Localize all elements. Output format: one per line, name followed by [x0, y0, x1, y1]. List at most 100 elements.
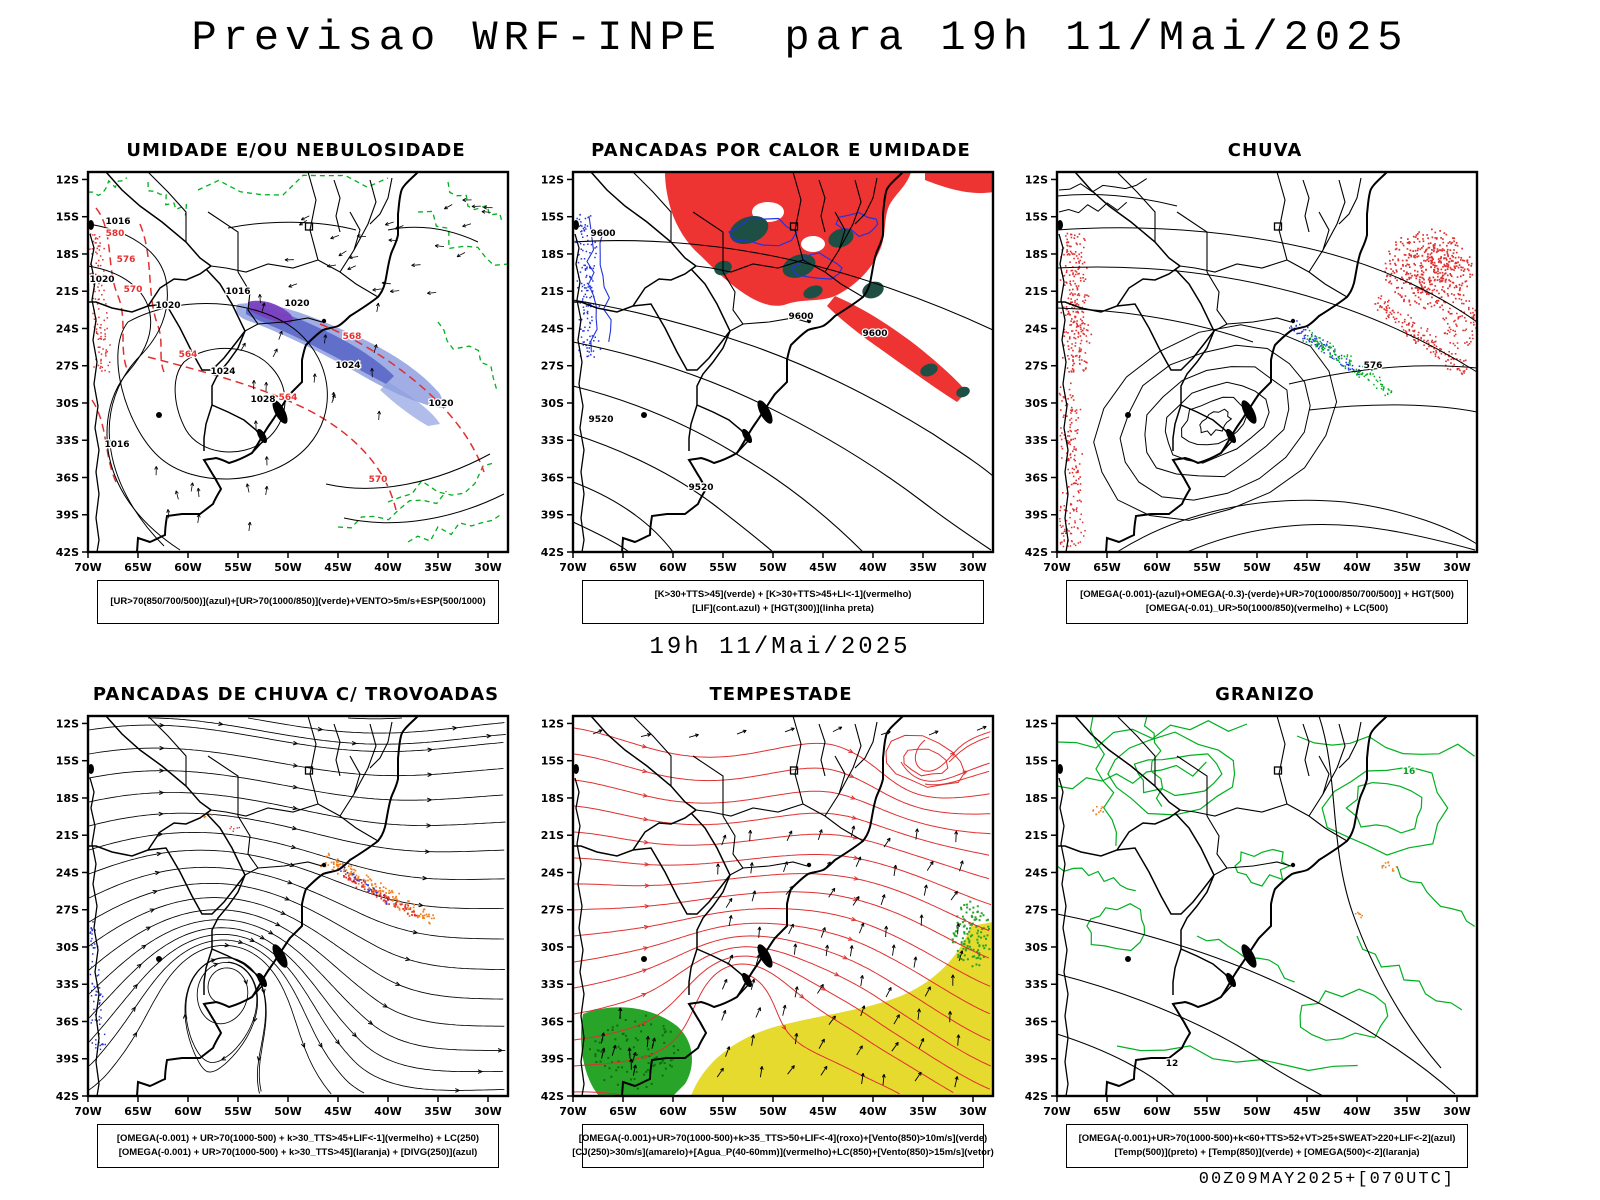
lat-label: 15S — [1025, 211, 1048, 224]
pacific-coastline — [574, 777, 585, 1097]
lat-label: 30S — [541, 941, 564, 954]
lake — [641, 412, 647, 418]
lat-label: 12S — [56, 173, 79, 186]
forecast-features-layer — [1056, 178, 1478, 553]
geography-layer — [88, 715, 419, 1097]
lagoon — [256, 428, 268, 444]
lake — [88, 764, 94, 774]
forecast-panel-granizo: GRANIZO 12S 15S 18S 21S 24S 27S 30S 33S 36S 39S 42… — [1023, 682, 1493, 1168]
lat-label: 18S — [1025, 792, 1048, 805]
lon-label: 65W — [124, 1105, 151, 1118]
axis-labels: 12S 15S 18S 21S 24S 27S 30S 33S 36S 39S 42S 70W 65W 6… — [56, 717, 502, 1118]
lon-label: 40W — [1343, 561, 1370, 574]
lat-label: 33S — [541, 434, 564, 447]
forecast-panel-chuva: CHUVA 12S 15S 18S 21S 24S 27S 30S 33S 36S 39S 42S 7… — [1023, 138, 1493, 624]
city-marker — [304, 766, 314, 775]
lat-label: 42S — [56, 546, 79, 559]
geography-layer — [573, 171, 904, 553]
atlantic-coastline — [1105, 715, 1388, 1097]
lat-label: 21S — [541, 285, 564, 298]
contour-label: 1024 — [335, 361, 360, 371]
lake — [321, 318, 327, 324]
panel-title: UMIDADE E/OU NEBULOSIDADE — [126, 140, 466, 161]
contour-label: 9520 — [688, 483, 713, 493]
lon-label: 30W — [474, 561, 501, 574]
contour-label: 16 — [1403, 767, 1416, 777]
lon-label: 60W — [659, 1105, 686, 1118]
lake — [806, 862, 812, 868]
lat-label: 42S — [541, 1090, 564, 1103]
lon-label: 50W — [759, 1105, 786, 1118]
map-frame — [86, 714, 510, 1098]
legend-box: [K>30+TTS>45](verde) + [K>30+TTS>45+LI<-… — [582, 580, 984, 624]
run-info-footer: 00Z09MAY2025+[070UTC] — [1198, 1170, 1455, 1189]
weather-map: 12S 15S 18S 21S 24S 27S 30S 33S 36S 39S 42S 70W 65W 6… — [56, 714, 510, 1118]
city-marker — [1273, 766, 1283, 775]
lat-label: 12S — [541, 173, 564, 186]
lagoon — [1241, 400, 1257, 424]
weather-map: 12S 15S 18S 21S 24S 27S 30S 33S 36S 39S 42S 70W 65W 6… — [1025, 170, 1479, 574]
lon-label: 65W — [609, 1105, 636, 1118]
pacific-coastline — [1058, 233, 1069, 553]
lat-label: 39S — [541, 1053, 564, 1066]
lat-label: 21S — [1025, 829, 1048, 842]
geography-layer — [88, 171, 419, 553]
lagoon — [256, 972, 268, 988]
panel-title: TEMPESTADE — [709, 684, 853, 705]
lon-label: 40W — [859, 561, 886, 574]
contour-label: 1020 — [89, 275, 114, 285]
lat-label: 42S — [541, 546, 564, 559]
lon-label: 35W — [909, 1105, 936, 1118]
page-title: Previsao WRF-INPE para 19h 11/Mai/2025 — [191, 14, 1409, 62]
lon-label: 45W — [809, 561, 836, 574]
lake — [1057, 220, 1063, 230]
lagoon — [1241, 944, 1257, 968]
weather-map: 12S 15S 18S 21S 24S 27S 30S 33S 36S 39S 42S 70W 65W 6… — [1025, 714, 1479, 1118]
lat-label: 18S — [56, 792, 79, 805]
lon-label: 55W — [224, 561, 251, 574]
lon-label: 35W — [1393, 1105, 1420, 1118]
lon-label: 35W — [1393, 561, 1420, 574]
lagoon — [741, 428, 753, 444]
lake — [321, 862, 327, 868]
panel-title: PANCADAS DE CHUVA C/ TROVOADAS — [92, 684, 500, 705]
axis-labels: 12S 15S 18S 21S 24S 27S 30S 33S 36S 39S 42S 70W 65W 6… — [541, 717, 987, 1118]
axis-labels: 12S 15S 18S 21S 24S 27S 30S 33S 36S 39S 42S 70W 65W 6… — [56, 173, 502, 574]
lat-label: 30S — [541, 397, 564, 410]
lon-label: 45W — [809, 1105, 836, 1118]
lon-label: 35W — [909, 561, 936, 574]
forecast-features-layer — [572, 172, 994, 553]
contour-label: 9600 — [862, 329, 887, 339]
legend-line: [CJ(250)>30m/s](amarelo)+[Agua_P(40-60mm… — [572, 1147, 994, 1158]
axis-labels: 12S 15S 18S 21S 24S 27S 30S 33S 36S 39S 42S 70W 65W 6… — [1025, 173, 1471, 574]
lat-label: 30S — [1025, 941, 1048, 954]
contour-label: 1028 — [250, 395, 275, 405]
lon-label: 30W — [474, 1105, 501, 1118]
lat-label: 18S — [541, 248, 564, 261]
lon-label: 70W — [1043, 561, 1070, 574]
lagoon — [741, 972, 753, 988]
lat-label: 30S — [1025, 397, 1048, 410]
weather-map: 12S 15S 18S 21S 24S 27S 30S 33S 36S 39S 42S 70W 65W 6… — [541, 714, 995, 1118]
lat-label: 21S — [56, 829, 79, 842]
panel-title: PANCADAS POR CALOR E UMIDADE — [591, 140, 971, 161]
legend-line: [Temp(500)](preto) + [Temp(850)](verde) … — [1114, 1147, 1420, 1158]
lat-label: 12S — [1025, 717, 1048, 730]
lon-label: 70W — [1043, 1105, 1070, 1118]
lat-label: 27S — [1025, 360, 1048, 373]
lat-label: 27S — [56, 904, 79, 917]
map-frame — [571, 170, 995, 554]
contour-label: 1020 — [155, 301, 180, 311]
forecast-features-layer — [88, 717, 506, 1095]
pacific-coastline — [1058, 777, 1069, 1097]
lat-label: 15S — [541, 211, 564, 224]
legend-box: [UR>70(850/700/500)](azul)+[UR>70(1000/8… — [97, 580, 499, 624]
contour-label: 1016 — [104, 440, 129, 450]
atlantic-coastline — [136, 715, 419, 1097]
forecast-panel-pancadas-trovoadas: PANCADAS DE CHUVA C/ TROVOADAS 12S 15S 18S… — [54, 682, 524, 1168]
contour-label: 570 — [369, 475, 388, 485]
lon-label: 30W — [1443, 1105, 1470, 1118]
lat-label: 18S — [56, 248, 79, 261]
contour-label: 12 — [1166, 1059, 1179, 1069]
lat-label: 33S — [541, 978, 564, 991]
